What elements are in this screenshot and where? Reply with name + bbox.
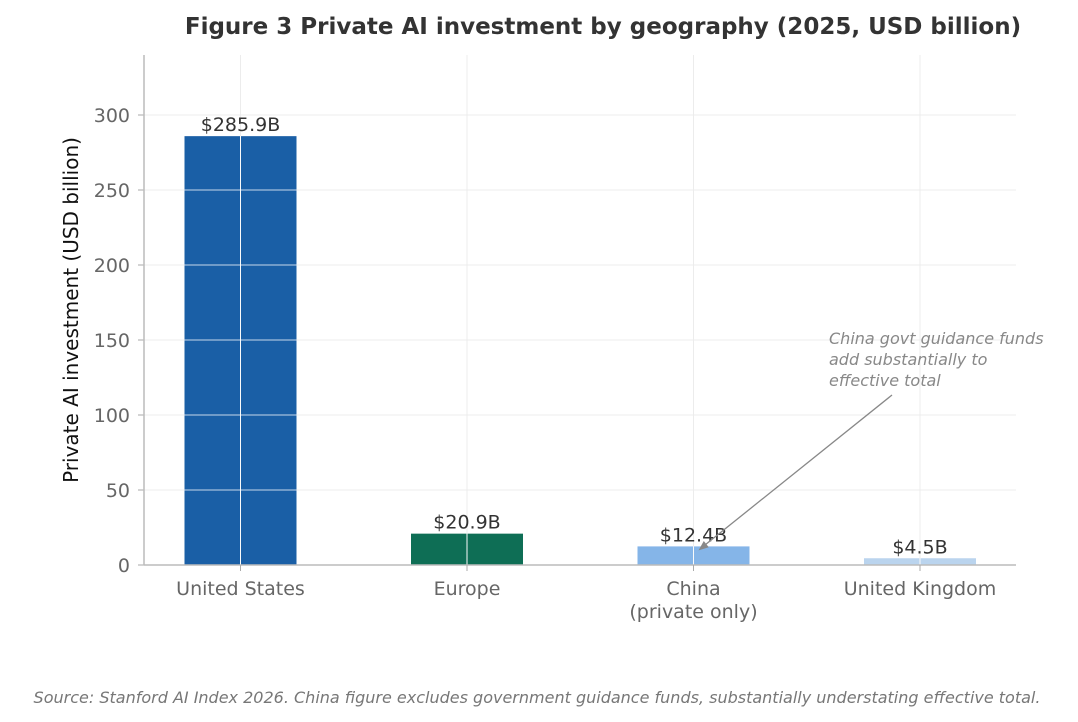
annotation-text: China govt guidance funds <box>829 329 1044 348</box>
x-tick-label: Europe <box>434 578 501 600</box>
data-label: $4.5B <box>892 536 947 558</box>
y-tick-label: 250 <box>94 180 130 202</box>
data-label: $285.9B <box>201 114 281 136</box>
data-label: $20.9B <box>433 512 500 534</box>
annotation-arrow <box>704 394 893 546</box>
y-tick-label: 200 <box>94 255 130 277</box>
y-tick-label: 300 <box>94 105 130 127</box>
x-tick-label: United Kingdom <box>844 578 997 600</box>
annotation-text: add substantially to <box>829 350 988 369</box>
y-tick-label: 100 <box>94 405 130 427</box>
y-tick-label: 0 <box>118 555 130 577</box>
x-tick-label: (private only) <box>629 601 757 623</box>
x-tick-label: United States <box>176 578 305 600</box>
y-axis-label: Private AI investment (USD billion) <box>59 137 83 483</box>
annotation: China govt guidance funds add substantial… <box>698 329 1044 551</box>
vertical-grid <box>184 55 921 565</box>
annotation-arrowhead <box>698 541 709 551</box>
annotation-text: effective total <box>829 371 941 390</box>
x-tick-label: China <box>666 578 720 600</box>
y-tick-label: 150 <box>94 330 130 352</box>
chart-title: Figure 3 Private AI investment by geogra… <box>185 14 1021 40</box>
source-note: Source: Stanford AI Index 2026. China fi… <box>34 688 1041 707</box>
axes: 0 50 100 150 200 250 300 United States Europe Chi… <box>94 55 1016 623</box>
y-tick-label: 50 <box>106 480 130 502</box>
